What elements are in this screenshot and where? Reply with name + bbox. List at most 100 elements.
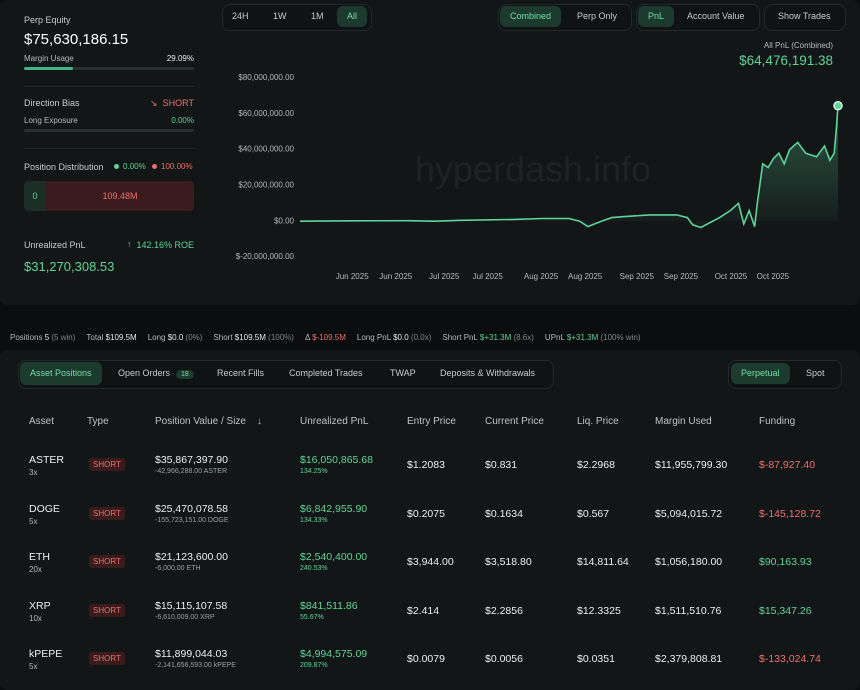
overview-card — [0, 0, 860, 305]
margin-used: $5,094,015.72 — [655, 507, 723, 520]
time-tab[interactable]: 1W — [273, 11, 287, 21]
label: Unrealized PnL — [24, 240, 86, 250]
entry-price: $0.0079 — [407, 653, 445, 665]
market-tab[interactable]: Spot — [806, 368, 825, 378]
side-badge: SHORT — [89, 506, 125, 520]
view-tab[interactable]: PnL — [638, 6, 675, 27]
leverage: 5x — [29, 662, 38, 671]
unrealized-pnl: $841,511.86 — [300, 599, 358, 612]
stats-bar: Positions 5 (5 win) Total $109.5M Long $0.… — [10, 327, 651, 345]
pnl-percent: 55.67% — [300, 613, 324, 621]
distribution-short-bar: 109.48M — [46, 181, 194, 211]
margin-used: $2,379,808.81 — [655, 653, 723, 665]
column-header[interactable]: Margin Used — [655, 416, 712, 427]
section-tab[interactable]: Completed Trades — [289, 368, 363, 378]
stat: Total $109.5M — [86, 333, 136, 342]
margin-usage: 29.09% — [166, 54, 194, 63]
column-header[interactable]: Entry Price — [407, 416, 456, 427]
asset[interactable]: DOGE — [29, 502, 60, 515]
time-tab[interactable]: 1M — [311, 11, 324, 21]
stat-value: $0.0 — [167, 333, 184, 342]
current-price: $0.831 — [485, 459, 518, 471]
funding: $90,163.93 — [759, 556, 812, 568]
stat-note: (0.0x) — [410, 333, 432, 342]
view-tab[interactable]: Show Trades — [778, 11, 831, 21]
market-tab[interactable]: Perpetual — [731, 363, 790, 384]
current-price: $2.2856 — [485, 604, 523, 617]
pnl-value: $64,476,191.38 — [739, 53, 833, 68]
x-tick-label: Aug 2025 — [524, 272, 559, 281]
stat-value: $109.5M — [234, 333, 266, 342]
column-header[interactable]: Unrealized PnL — [300, 416, 369, 427]
y-tick-label: $-20,000,000.00 — [236, 252, 295, 261]
funding: $15,347.26 — [759, 604, 812, 617]
y-tick-label: $40,000,000.00 — [238, 145, 294, 154]
stat-label: Long PnL — [356, 333, 391, 342]
current-price: $0.0056 — [485, 653, 523, 665]
y-tick-label: $20,000,000.00 — [238, 181, 294, 190]
position-size: -6,000.00 ETH — [155, 565, 201, 572]
x-tick-label: Oct 2025 — [715, 272, 748, 281]
perp-equity: $75,630,186.15 — [24, 31, 129, 48]
x-tick-label: Oct 2025 — [757, 272, 790, 281]
leverage: 5x — [29, 516, 38, 526]
liq-price: $2.2968 — [577, 459, 615, 471]
section-tab[interactable]: Recent Fills — [217, 368, 265, 378]
stat-value: $109.5M — [105, 333, 137, 342]
watermark: hyperdash.info — [415, 149, 651, 190]
section-tabs — [18, 360, 554, 389]
x-tick-label: Jul 2025 — [473, 272, 504, 281]
stat-note: (100%) — [268, 333, 294, 342]
column-header[interactable]: Type — [87, 416, 109, 427]
pnl-line — [299, 105, 839, 229]
dot — [114, 164, 119, 169]
time-tab[interactable]: 24H — [232, 11, 249, 21]
liq-price: $14,811.64 — [577, 556, 629, 568]
column-header[interactable]: Position Value / Size — [155, 416, 246, 427]
margin-used: $11,955,799.30 — [655, 459, 728, 471]
column-header[interactable]: Asset — [29, 416, 55, 427]
asset[interactable]: kPEPE — [29, 648, 63, 660]
side-badge: SHORT — [89, 652, 125, 665]
section-tab[interactable]: TWAP — [390, 368, 416, 378]
column-header[interactable]: Current Price — [485, 416, 544, 427]
stat-note: (5 win) — [51, 333, 76, 342]
section-tab[interactable]: Asset Positions — [20, 362, 102, 385]
asset[interactable]: ETH — [29, 551, 50, 563]
position-size: -2,141,656,593.00 kPEPE — [155, 662, 236, 669]
stat-value: 5 — [44, 333, 50, 342]
value: 0 — [32, 191, 38, 201]
y-tick-label: $0.00 — [274, 216, 295, 225]
section-tab[interactable]: Open Orders 18 — [108, 362, 204, 385]
badge-count: 18 — [176, 370, 194, 379]
x-tick-label: Sep 2025 — [620, 272, 655, 281]
position-value: $21,123,600.00 — [155, 551, 228, 563]
unrealized-pnl: $2,540,400.00 — [300, 551, 368, 563]
liq-price: $0.567 — [577, 507, 610, 520]
x-tick-label: Jun 2025 — [336, 272, 369, 281]
view-tab[interactable]: Account Value — [687, 11, 745, 21]
stat-label: Long — [147, 333, 166, 342]
entry-price: $3,944.00 — [407, 556, 454, 568]
y-tick-label: $80,000,000.00 — [238, 73, 294, 82]
side-badge: SHORT — [89, 603, 125, 617]
position-size: -42,966,288.00 ASTER — [155, 468, 227, 475]
time-tab[interactable]: All — [337, 6, 368, 27]
pnl-caption: All PnL (Combined) — [763, 41, 833, 50]
mode-tab[interactable]: Combined — [500, 6, 562, 27]
pnl-area — [300, 105, 838, 228]
column-header[interactable]: Liq. Price — [577, 416, 619, 427]
stat-label: UPnL — [544, 333, 565, 342]
stat-label: Δ — [304, 333, 310, 342]
unrealized-pnl: $31,270,308.53 — [24, 259, 115, 274]
mode-tab[interactable]: Perp Only — [577, 11, 618, 21]
positions-card — [0, 350, 860, 690]
pnl-chart: hyperdash.info $-20,000,000.00 $0.00 $20,0… — [236, 73, 843, 281]
current-price: $0.1634 — [485, 507, 523, 520]
asset[interactable]: ASTER — [29, 454, 65, 466]
stat: Δ $-109.5M — [305, 333, 346, 342]
asset[interactable]: XRP — [29, 599, 51, 612]
position-value: $11,899,044.03 — [155, 648, 228, 660]
section-tab[interactable]: Deposits & Withdrawals — [440, 368, 536, 378]
column-header[interactable]: Funding — [759, 416, 796, 427]
